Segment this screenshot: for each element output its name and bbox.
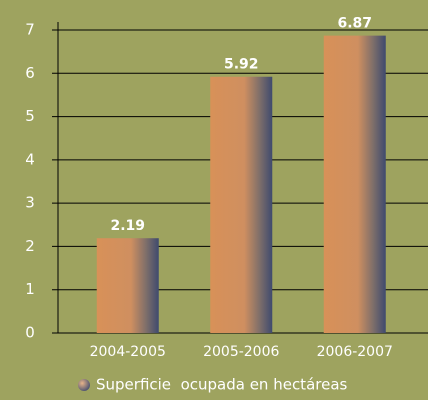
legend-label: Superficie ocupada en hectáreas	[96, 376, 348, 394]
bar	[96, 238, 159, 333]
data-label: 6.87	[337, 16, 372, 32]
x-tick-label: 2004-2005	[90, 344, 166, 360]
legend-marker	[78, 379, 90, 391]
y-tick-label: 5	[25, 107, 35, 125]
y-tick-label: 4	[25, 150, 35, 168]
y-tick-label: 7	[25, 21, 35, 39]
y-tick-label: 6	[25, 64, 35, 82]
bar	[323, 35, 386, 334]
bar	[210, 76, 273, 334]
data-label: 2.19	[110, 218, 145, 234]
y-tick-label: 3	[25, 194, 35, 212]
y-tick-label: 1	[25, 280, 35, 298]
y-tick-label: 2	[25, 237, 35, 255]
x-tick-label: 2006-2007	[317, 344, 393, 360]
x-tick-label: 2005-2006	[203, 344, 279, 360]
data-label: 5.92	[224, 57, 259, 73]
y-tick-label: 0	[25, 324, 35, 342]
